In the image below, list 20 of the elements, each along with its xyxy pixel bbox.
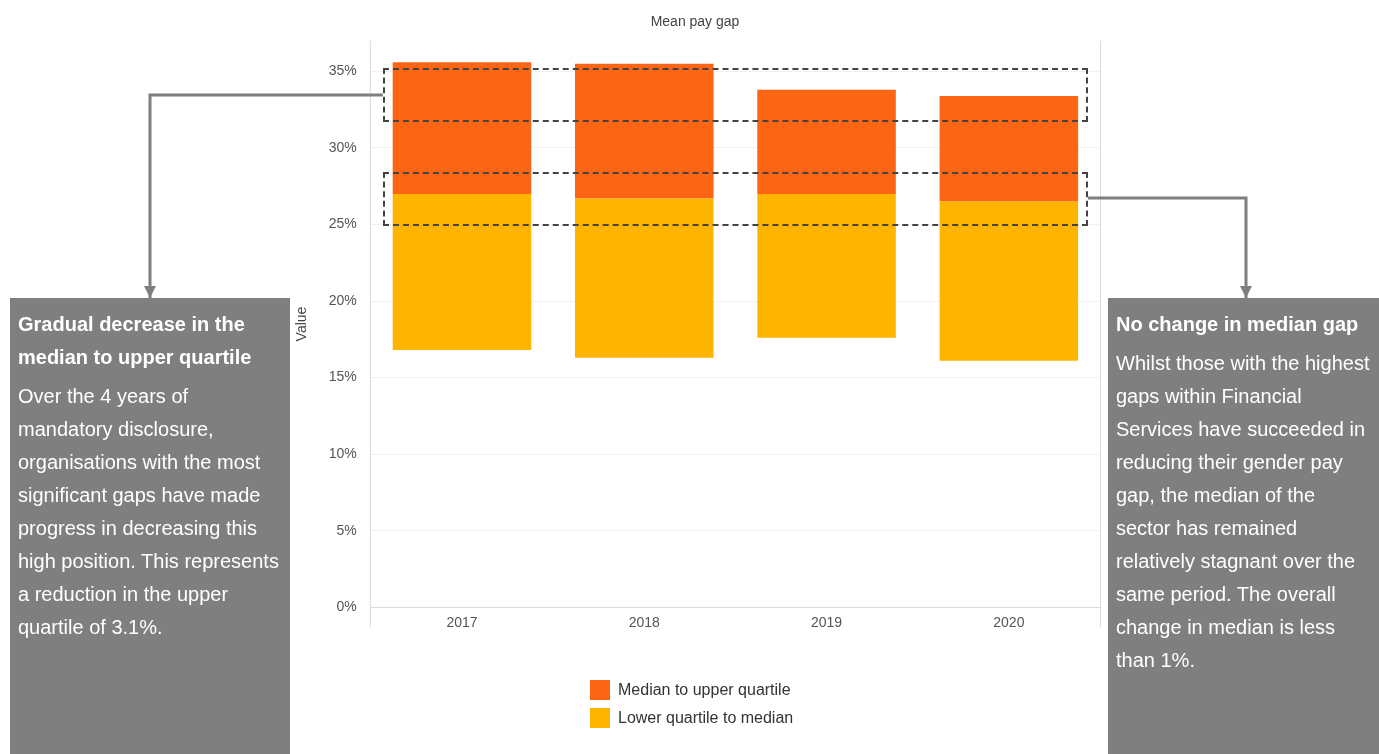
- chart-title: Mean pay gap: [650, 13, 740, 30]
- y-tick-label: 15%: [328, 368, 357, 385]
- y-tick-label: 20%: [328, 291, 357, 308]
- x-tick-label: 2019: [810, 614, 843, 631]
- legend-label: Lower quartile to median: [618, 709, 794, 727]
- y-tick-label: 0%: [336, 598, 357, 615]
- y-tick-label: 30%: [328, 138, 357, 155]
- text: Gradual decrease in the median to upper quartile: [18, 312, 253, 370]
- x-tick-label: 2017: [446, 614, 478, 631]
- x-tick-label: 2018: [628, 614, 661, 631]
- text: Whilst those with the highest gaps within Financial Services have succeeded in reducing their gender pay gap, the median of the sector has remained relatively stagnant over the same period. The overall change in median is less than 1%.: [1116, 352, 1370, 671]
- y-tick-label: 10%: [328, 444, 357, 461]
- y-axis-title: Value: [293, 306, 310, 342]
- y-tick-label: 5%: [336, 521, 357, 538]
- legend-label: Median to upper quartile: [618, 681, 791, 699]
- y-tick-label: 35%: [328, 62, 357, 79]
- text: No change in median gap: [1116, 312, 1360, 337]
- text: Over the 4 years of mandatory disclosure, organisations with the most significant gaps have made progress in decreasing this high position. This represents a reduction in the upper quartile of 3.1%.: [18, 384, 280, 640]
- x-tick-label: 2020: [993, 614, 1025, 631]
- y-tick-label: 25%: [328, 215, 357, 232]
